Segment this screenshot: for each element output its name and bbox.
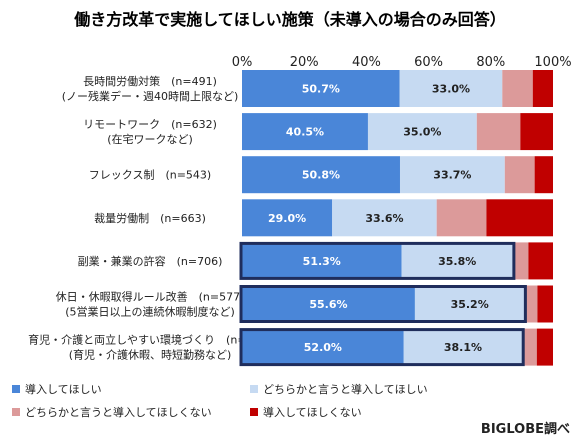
legend-label: 導入してほしい [25, 382, 102, 396]
data-label: 33.6% [365, 212, 403, 225]
bar-segment [504, 156, 535, 194]
x-axis-ticks: 0% 20% 40% 60% 80% 100% [232, 55, 572, 70]
bar-segment [532, 70, 553, 107]
data-label: 35.8% [438, 255, 476, 268]
bar-segment [242, 199, 333, 237]
data-label: 50.7% [302, 83, 340, 96]
credit-text: BIGLOBE調べ [481, 421, 570, 437]
bar-segment [242, 70, 400, 107]
x-tick-label: 0% [232, 55, 253, 70]
bar-segment [534, 156, 553, 194]
bar-segment [502, 70, 533, 107]
legend-swatch [250, 385, 258, 393]
bar-segment [476, 113, 521, 151]
data-label: 55.6% [309, 298, 347, 311]
x-tick-label: 60% [414, 55, 443, 70]
bar-segment [512, 242, 529, 280]
bar-segment [242, 242, 402, 280]
data-label: 29.0% [268, 212, 306, 225]
bar-segment [520, 113, 553, 151]
bar-segment [436, 199, 487, 237]
highlight-box [239, 285, 527, 323]
bar-segment [414, 285, 525, 323]
legend-label: どちらかと言うと導入してほしくない [25, 405, 212, 419]
highlight-box [239, 328, 525, 367]
bar-segment [399, 70, 503, 107]
bar-segment [536, 328, 553, 366]
bar-segment [522, 328, 537, 366]
bar-segment [242, 113, 368, 151]
bar-segment [399, 156, 505, 194]
category-label: フレックス制 (n=543) [89, 169, 211, 182]
bar-segment [524, 285, 538, 323]
data-label: 40.5% [286, 126, 324, 139]
data-label: 38.1% [444, 341, 482, 354]
category-label: (5営業日以上の連続休暇制度など) [65, 305, 235, 319]
bar-segment [242, 156, 400, 194]
data-label: 51.3% [303, 255, 341, 268]
data-label: 35.2% [451, 298, 489, 311]
category-labels: 長時間労働対策 (n=491)(ノー残業デー・週40時間上限など) リモートワーク… [28, 74, 272, 362]
x-tick-label: 100% [534, 55, 571, 70]
bar-segment [242, 285, 415, 323]
category-label: 長時間労働対策 (n=491) [83, 74, 217, 88]
category-label: (在宅ワークなど) [107, 132, 193, 146]
bar-segment [537, 285, 553, 323]
data-label: 50.8% [302, 169, 340, 182]
legend-swatch [250, 408, 258, 416]
legend-label: どちらかと言うと導入してほしい [263, 382, 428, 396]
x-tick-label: 20% [290, 55, 319, 70]
bar-segment [401, 242, 513, 280]
chart-title: 働き方改革で実施してほしい施策（未導入の場合のみ回答） [73, 10, 506, 29]
legend-label: 導入してほしくない [263, 405, 362, 419]
category-label: 副業・兼業の許容 (n=706) [78, 254, 223, 268]
category-label: リモートワーク (n=632) [83, 118, 217, 131]
legend-swatch [12, 408, 20, 416]
bar-segment [403, 328, 523, 366]
category-label: 休日・休暇取得ルール改善 (n=577) [56, 290, 245, 304]
legend-swatch [12, 385, 20, 393]
bar-segment [242, 328, 404, 366]
bar-segment [367, 113, 477, 151]
x-tick-label: 80% [476, 55, 505, 70]
category-label: 育児・介護と両立しやすい環境づくり (n=504) [28, 333, 272, 347]
data-label: 33.0% [432, 83, 470, 96]
category-label: 裁量労働制 (n=663) [94, 211, 206, 225]
bars: 50.7% 33.0% 40.5% 35.0% 50.8% 33.7% 29.0% 33.6%… [239, 70, 553, 367]
x-tick-label: 40% [352, 55, 381, 70]
data-label: 33.7% [433, 169, 471, 182]
data-label: 52.0% [304, 341, 342, 354]
highlight-box [239, 241, 516, 280]
bar-segment [332, 199, 437, 237]
bar-segment [528, 242, 553, 280]
bar-segment [486, 199, 553, 237]
category-label: (育児・介護休暇、時短勤務など) [69, 348, 232, 362]
data-label: 35.0% [403, 126, 441, 139]
category-label: (ノー残業デー・週40時間上限など) [62, 89, 239, 103]
